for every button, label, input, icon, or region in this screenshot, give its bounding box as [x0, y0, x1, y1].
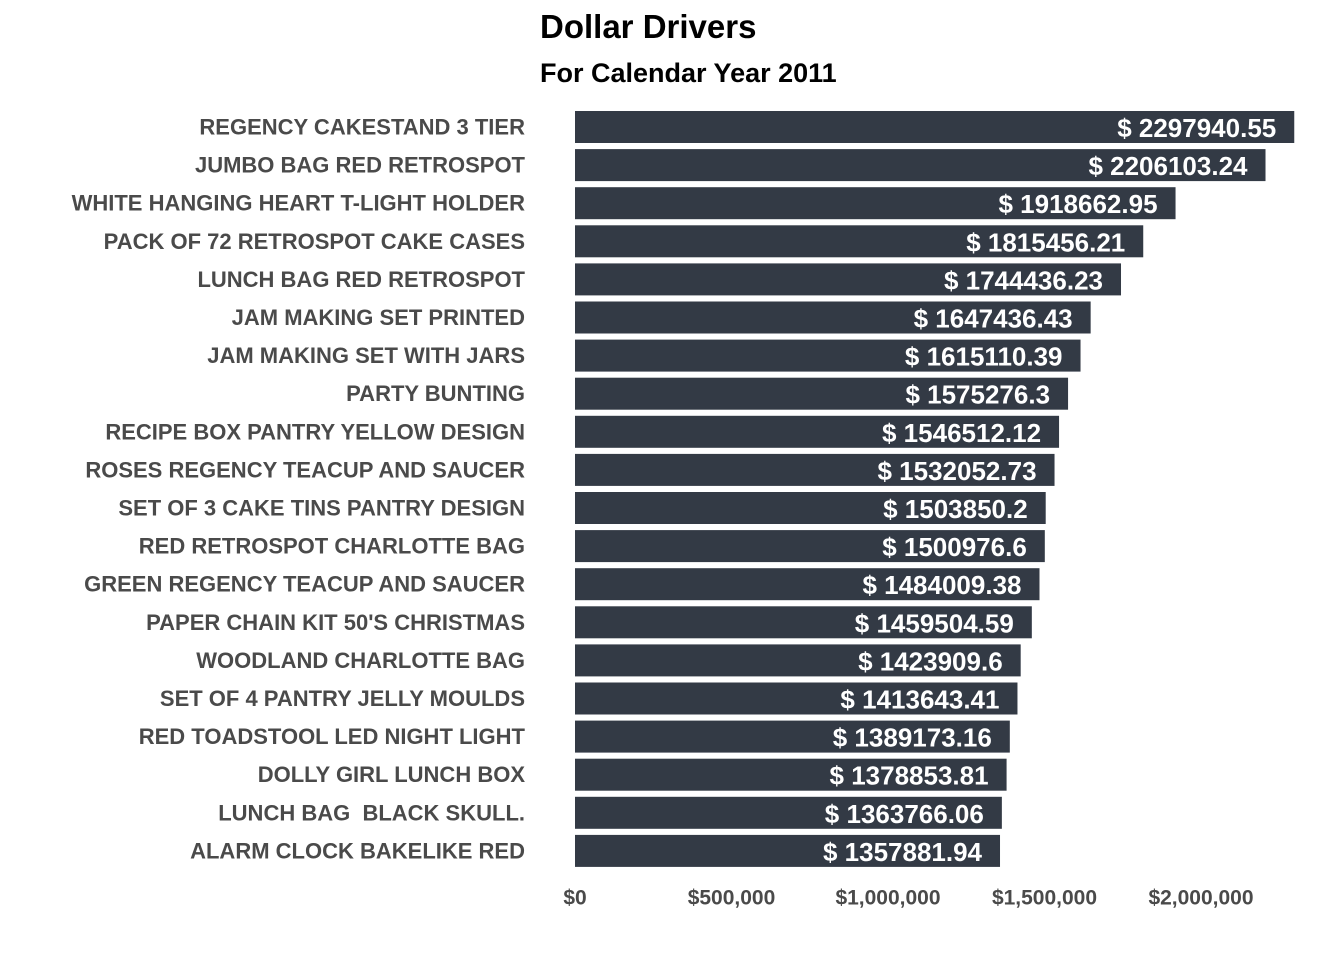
- bar: [575, 453, 1055, 486]
- bar: [575, 263, 1122, 296]
- value-label: $ 1484009.38: [862, 570, 1021, 600]
- value-label: $ 1500976.6: [882, 532, 1027, 562]
- category-label: WHITE HANGING HEART T-LIGHT HOLDER: [72, 191, 526, 216]
- category-label: DOLLY GIRL LUNCH BOX: [258, 762, 526, 787]
- value-label: $ 1503850.2: [883, 494, 1028, 524]
- category-labels: REGENCY CAKESTAND 3 TIER JUMBO BAG RED RE…: [72, 115, 526, 864]
- bar: [575, 301, 1091, 334]
- bar: [575, 492, 1046, 524]
- category-label: JAM MAKING SET WITH JARS: [207, 343, 525, 368]
- bar: [575, 111, 1295, 143]
- x-tick-label: $0: [563, 887, 586, 910]
- category-label: RECIPE BOX PANTRY YELLOW DESIGN: [105, 419, 525, 444]
- category-label: ROSES REGENCY TEACUP AND SAUCER: [85, 457, 525, 482]
- category-label: JAM MAKING SET PRINTED: [232, 305, 525, 330]
- bar: [575, 187, 1176, 220]
- category-label: RED RETROSPOT CHARLOTTE BAG: [139, 534, 525, 559]
- bar: [575, 149, 1266, 182]
- value-label: $ 1575276.3: [905, 380, 1050, 410]
- chart-title: Dollar Drivers: [540, 8, 757, 45]
- bar: [575, 415, 1060, 448]
- value-labels: $ 2297940.55 $ 2206103.24 $ 1918662.95 $ 18…: [823, 113, 1276, 867]
- value-label: $ 1532052.73: [877, 456, 1036, 486]
- bar: [575, 644, 1021, 677]
- value-label: $ 1647436.43: [914, 304, 1073, 334]
- value-label: $ 1363766.06: [825, 799, 984, 829]
- category-label: LUNCH BAG BLACK SKULL.: [218, 800, 525, 825]
- value-label: $ 1423909.6: [858, 646, 1003, 676]
- bar: [575, 339, 1081, 372]
- value-label: $ 1378853.81: [830, 761, 989, 791]
- category-label: SET OF 3 CAKE TINS PANTRY DESIGN: [118, 496, 525, 521]
- bar: [575, 796, 1002, 829]
- category-label: LUNCH BAG RED RETROSPOT: [197, 267, 525, 292]
- x-axis: $0 $500,000 $1,000,000 $1,500,000 $2,000,000: [563, 887, 1253, 910]
- category-label: SET OF 4 PANTRY JELLY MOULDS: [160, 686, 525, 711]
- category-label: JUMBO BAG RED RETROSPOT: [195, 153, 526, 178]
- value-label: $ 1744436.23: [944, 265, 1103, 295]
- value-label: $ 1546512.12: [882, 418, 1041, 448]
- chart-subtitle: For Calendar Year 2011: [540, 58, 837, 88]
- value-label: $ 2206103.24: [1088, 151, 1248, 181]
- value-label: $ 1413643.41: [840, 685, 999, 715]
- value-label: $ 1918662.95: [998, 189, 1157, 219]
- bar: [575, 606, 1032, 639]
- category-label: WOODLAND CHARLOTTE BAG: [196, 648, 525, 673]
- x-tick-label: $1,500,000: [992, 887, 1097, 910]
- x-tick-label: $1,000,000: [835, 887, 940, 910]
- category-label: GREEN REGENCY TEACUP AND SAUCER: [84, 572, 525, 597]
- x-tick-label: $2,000,000: [1148, 887, 1253, 910]
- bar: [575, 834, 1001, 867]
- bar: [575, 530, 1045, 563]
- category-label: RED TOADSTOOL LED NIGHT LIGHT: [139, 724, 526, 749]
- value-label: $ 1389173.16: [833, 723, 992, 753]
- bar: [575, 568, 1040, 601]
- x-tick-label: $500,000: [688, 887, 776, 910]
- bar: [575, 225, 1144, 258]
- category-label: PARTY BUNTING: [346, 381, 525, 406]
- bar: [575, 758, 1007, 791]
- value-label: $ 1615110.39: [905, 342, 1063, 372]
- value-label: $ 1357881.94: [823, 837, 983, 867]
- value-label: $ 1815456.21: [966, 227, 1125, 257]
- bar: [575, 377, 1069, 410]
- bars-group: [575, 111, 1295, 867]
- bar: [575, 682, 1018, 715]
- category-label: PAPER CHAIN KIT 50'S CHRISTMAS: [146, 610, 525, 635]
- category-label: ALARM CLOCK BAKELIKE RED: [190, 838, 525, 863]
- bar: [575, 720, 1010, 753]
- category-label: PACK OF 72 RETROSPOT CAKE CASES: [104, 229, 525, 254]
- category-label: REGENCY CAKESTAND 3 TIER: [199, 115, 525, 140]
- value-label: $ 2297940.55: [1117, 113, 1276, 143]
- value-label: $ 1459504.59: [855, 608, 1014, 638]
